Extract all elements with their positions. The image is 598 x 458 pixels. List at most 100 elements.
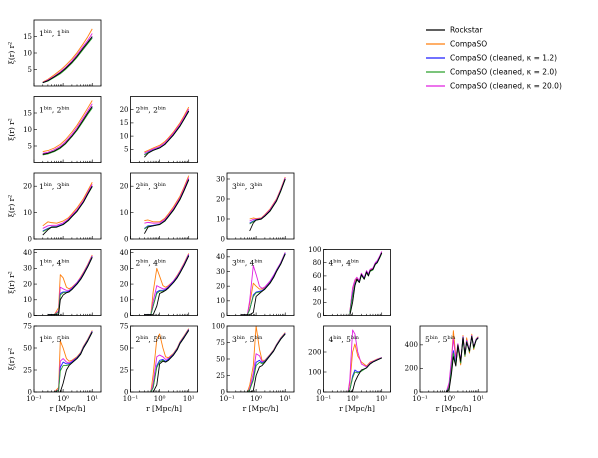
y-tick-label: 0 bbox=[28, 388, 32, 396]
y-tick-label: 15 bbox=[120, 119, 129, 127]
series-rockstar-panel-2-2 bbox=[144, 110, 190, 158]
x-tick-label: 10⁻¹ bbox=[219, 395, 235, 403]
y-tick-label: 10 bbox=[23, 296, 32, 304]
y-tick-label: 25 bbox=[23, 366, 32, 374]
panel-label: 2bin, 5bin bbox=[136, 335, 167, 344]
y-tick-label: 10 bbox=[216, 297, 225, 305]
series-kappa-20-0-panel-2-3 bbox=[144, 177, 190, 224]
x-tick-label: 10¹ bbox=[279, 395, 291, 403]
y-tick-label: 0 bbox=[124, 312, 128, 320]
y-tick-label: 25 bbox=[216, 372, 225, 380]
y-tick-label: 20 bbox=[23, 280, 32, 288]
y-tick-label: 0 bbox=[414, 388, 418, 396]
panel-3-4: 0 10 20 30 40 3bin, 4bin bbox=[216, 249, 295, 320]
panel-frame bbox=[226, 249, 295, 316]
y-tick-label: 80 bbox=[313, 259, 322, 267]
panel-frame bbox=[33, 325, 102, 393]
series-rockstar-panel-1-5 bbox=[42, 331, 93, 392]
panel-frame bbox=[33, 249, 102, 316]
series-rockstar-panel-5-5 bbox=[446, 336, 479, 392]
x-tick-label: 10¹ bbox=[472, 395, 484, 403]
legend-label-kappa-20-0: CompaSO (cleaned, κ = 20.0) bbox=[450, 82, 562, 91]
series-rockstar-panel-4-4 bbox=[349, 252, 383, 316]
y-tick-label: 15 bbox=[23, 109, 32, 117]
y-tick-label: 5 bbox=[124, 146, 128, 154]
panel-label: 2bin, 3bin bbox=[136, 182, 167, 191]
series-rockstar-panel-2-5 bbox=[139, 330, 190, 392]
series-rockstar-panel-4-5 bbox=[343, 357, 382, 392]
y-tick-label: 400 bbox=[405, 341, 418, 349]
panel-frame bbox=[130, 96, 198, 163]
y-tick-label: 0 bbox=[28, 312, 32, 320]
y-tick-label: 10 bbox=[120, 132, 129, 140]
y-tick-label: 20 bbox=[216, 282, 225, 290]
y-tick-label: 0 bbox=[221, 312, 225, 320]
y-axis-label: ξ(r) r² bbox=[7, 348, 16, 371]
panel-label: 3bin, 4bin bbox=[232, 259, 263, 268]
x-tick-label: 10⁰ bbox=[154, 395, 166, 403]
panel-frame bbox=[323, 325, 391, 393]
y-tick-label: 50 bbox=[23, 344, 32, 352]
panel-label: 2bin, 4bin bbox=[136, 259, 167, 268]
y-axis-label: ξ(r) r² bbox=[7, 118, 16, 141]
series-kappa-1-2-panel-1-2 bbox=[42, 106, 93, 156]
series-rockstar-panel-2-3 bbox=[143, 179, 190, 234]
x-axis-label: r [Mpc/h] bbox=[50, 404, 86, 413]
x-tick-label: 10⁰ bbox=[443, 395, 455, 403]
y-tick-label: 40 bbox=[23, 249, 32, 257]
y-tick-label: 100 bbox=[308, 368, 321, 376]
panel-2-4: 0 10 20 30 40 2bin, 4bin bbox=[120, 249, 198, 320]
y-tick-label: 0 bbox=[124, 388, 128, 396]
x-tick-label: 10⁰ bbox=[57, 395, 69, 403]
legend-label-compaso: CompaSO bbox=[450, 40, 487, 49]
series-compaso-panel-2-2 bbox=[144, 106, 190, 153]
series-rockstar-panel-1-3 bbox=[42, 185, 93, 236]
x-tick-label: 10¹ bbox=[183, 395, 195, 403]
y-tick-label: 0 bbox=[221, 388, 225, 396]
panel-grid: 5 10 15 1bin, 1bin ξ(r) r² 5 10 15 1bin, 2bin ξ(r… bbox=[7, 19, 488, 413]
x-tick-label: 10⁰ bbox=[250, 395, 262, 403]
y-tick-label: 20 bbox=[120, 183, 129, 191]
series-kappa-1-2-panel-1-3 bbox=[42, 185, 93, 232]
panel-4-4: 0 20 40 60 80 100 4bin, 4bin bbox=[308, 246, 391, 320]
y-tick-label: 200 bbox=[308, 348, 321, 356]
legend-label-rockstar: Rockstar bbox=[450, 26, 483, 35]
x-tick-label: 10⁻¹ bbox=[26, 395, 42, 403]
panel-frame bbox=[130, 172, 198, 240]
y-tick-label: 50 bbox=[120, 344, 129, 352]
y-tick-label: 20 bbox=[216, 195, 225, 203]
x-tick-label: 10¹ bbox=[86, 395, 98, 403]
panel-label: 3bin, 3bin bbox=[232, 182, 263, 191]
y-tick-label: 0 bbox=[28, 235, 32, 243]
y-tick-label: 0 bbox=[317, 388, 321, 396]
series-rockstar-panel-3-5 bbox=[235, 333, 286, 392]
y-tick-label: 10 bbox=[23, 126, 32, 134]
panel-label: 5bin, 5bin bbox=[425, 335, 456, 344]
panel-1-3: 0 10 20 1bin, 3bin ξ(r) r² bbox=[7, 172, 102, 243]
series-kappa-20-0-panel-2-2 bbox=[144, 108, 190, 154]
panel-label: 4bin, 5bin bbox=[329, 335, 360, 344]
legend-entry-kappa-2-0: CompaSO (cleaned, κ = 2.0) bbox=[426, 68, 557, 77]
y-tick-label: 25 bbox=[120, 366, 129, 374]
panel-frame bbox=[419, 325, 488, 393]
panel-3-3: 0 10 20 30 3bin, 3bin bbox=[216, 172, 295, 243]
y-tick-label: 0 bbox=[124, 235, 128, 243]
y-tick-label: 20 bbox=[120, 280, 129, 288]
y-tick-label: 10 bbox=[120, 209, 129, 217]
series-rockstar-panel-1-1 bbox=[42, 36, 93, 84]
x-tick-label: 10¹ bbox=[376, 395, 388, 403]
y-tick-label: 0 bbox=[221, 235, 225, 243]
y-tick-label: 75 bbox=[23, 322, 32, 330]
series-rockstar-panel-3-3 bbox=[249, 178, 286, 232]
panel-label: 1bin, 1bin bbox=[39, 29, 70, 38]
x-tick-label: 10⁻¹ bbox=[123, 395, 139, 403]
panel-label: 3bin, 5bin bbox=[232, 335, 263, 344]
series-kappa-2-0-panel-2-2 bbox=[144, 111, 190, 156]
panel-1-4: 0 10 20 30 40 1bin, 4bin ξ(r) r² bbox=[7, 249, 102, 320]
y-tick-label: 40 bbox=[216, 253, 225, 261]
x-axis-label: r [Mpc/h] bbox=[243, 404, 279, 413]
